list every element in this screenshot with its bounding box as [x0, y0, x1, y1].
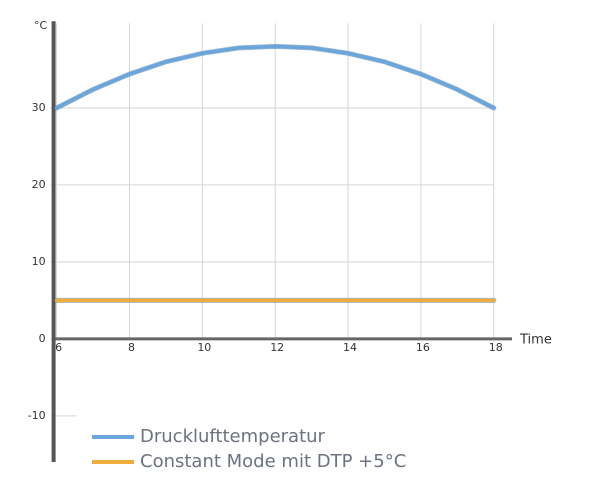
y-tick-label: 30 — [32, 101, 46, 114]
x-tick-label: 18 — [489, 341, 503, 354]
y-axis-label: °C — [34, 19, 48, 32]
x-axis-label: Time — [519, 333, 552, 348]
series-line — [54, 44, 496, 110]
x-tick-label: 14 — [343, 341, 357, 354]
x-tick-label: 16 — [416, 341, 430, 354]
x-tick-label: 12 — [270, 341, 284, 354]
legend-label: Drucklufttemperatur — [140, 426, 326, 447]
x-tick-label: 8 — [128, 341, 135, 354]
y-tick-label: 0 — [39, 332, 46, 345]
x-tick-label: 6 — [55, 341, 62, 354]
y-tick-label: -10 — [28, 409, 46, 422]
x-tick-label: 10 — [197, 341, 211, 354]
y-tick-label: 20 — [32, 178, 46, 191]
y-tick-label: 10 — [32, 255, 46, 268]
legend-label: Constant Mode mit DTP +5°C — [140, 451, 406, 472]
